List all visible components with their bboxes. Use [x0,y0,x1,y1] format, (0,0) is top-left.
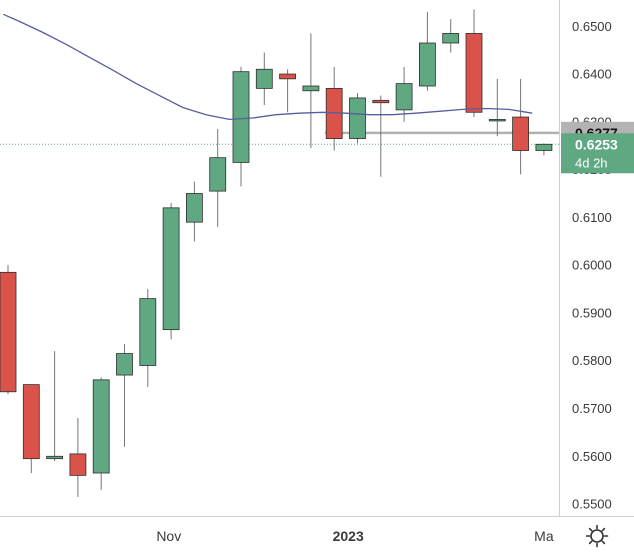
plot-area[interactable] [0,9,559,497]
candle-body-up [209,157,227,192]
candle-body-down [512,116,529,151]
moving-average-line[interactable] [3,13,533,121]
time-axis[interactable]: Nov 2023 Ma [156,528,554,544]
candle[interactable] [69,418,87,497]
candle[interactable] [395,66,413,122]
candle-body-up [232,71,250,163]
candle[interactable] [209,129,227,227]
candle-countdown-label: 4d 2h [575,155,608,170]
candle[interactable] [372,95,390,177]
candle-body-down [465,33,483,113]
price-tick-label: 0.5800 [572,353,612,368]
candle-body-down [279,73,297,80]
candle-body-down [69,453,87,476]
price-tick-label: 0.5600 [572,449,612,464]
candle-body-up [488,119,506,122]
candle-body-up [395,83,413,111]
candle[interactable] [349,93,366,144]
candle-body-up [162,207,180,331]
price-tick-label: 0.6500 [572,19,612,34]
candle[interactable] [255,52,273,106]
gear-icon [585,524,609,548]
price-tick-label: 0.5700 [572,401,612,416]
price-tick-label: 0.5900 [572,305,612,320]
candle[interactable] [302,33,320,149]
price-tick-label: 0.6000 [572,258,612,273]
candle-body-up [442,33,460,44]
price-tick-label: 0.6400 [572,67,612,82]
candle-body-up [349,97,366,139]
price-tick-label: 0.6100 [572,210,612,225]
time-tick-label: 2023 [333,528,364,544]
candle[interactable] [535,143,553,156]
candle-body-up [302,85,320,92]
candle[interactable] [279,69,297,113]
candle-body-up [139,298,157,366]
candle[interactable] [92,377,110,490]
candle[interactable] [232,66,250,187]
candle-body-up [255,68,273,89]
candle-body-up [46,455,63,460]
time-tick-label: Ma [534,528,554,544]
current-price-label: 0.6253 [575,136,618,152]
candle[interactable] [442,19,460,53]
candle-body-up [92,379,110,474]
price-tick-label: 0.5500 [572,497,612,512]
current-price-badge [561,133,634,174]
candle[interactable] [46,351,63,462]
price-axis[interactable]: 0.65000.64000.63000.62000.61000.60000.59… [572,19,612,512]
candle-body-up [185,193,203,223]
candle[interactable] [185,181,203,242]
candle[interactable] [116,344,133,447]
candle-body-up [535,143,553,151]
candle[interactable] [0,265,17,395]
candle[interactable] [418,11,436,91]
candle[interactable] [512,78,529,175]
candle[interactable] [488,78,506,137]
candle-body-down [0,271,17,393]
candle[interactable] [325,66,343,151]
time-tick-label: Nov [156,528,181,544]
candle[interactable] [22,384,40,473]
candle-body-up [418,42,436,87]
candle-body-down [372,99,390,104]
candle[interactable] [465,9,483,118]
candle[interactable] [162,203,180,340]
candle-body-down [22,384,40,460]
candle[interactable] [139,289,157,387]
settings-button[interactable] [582,521,612,551]
candle-body-up [116,353,133,376]
